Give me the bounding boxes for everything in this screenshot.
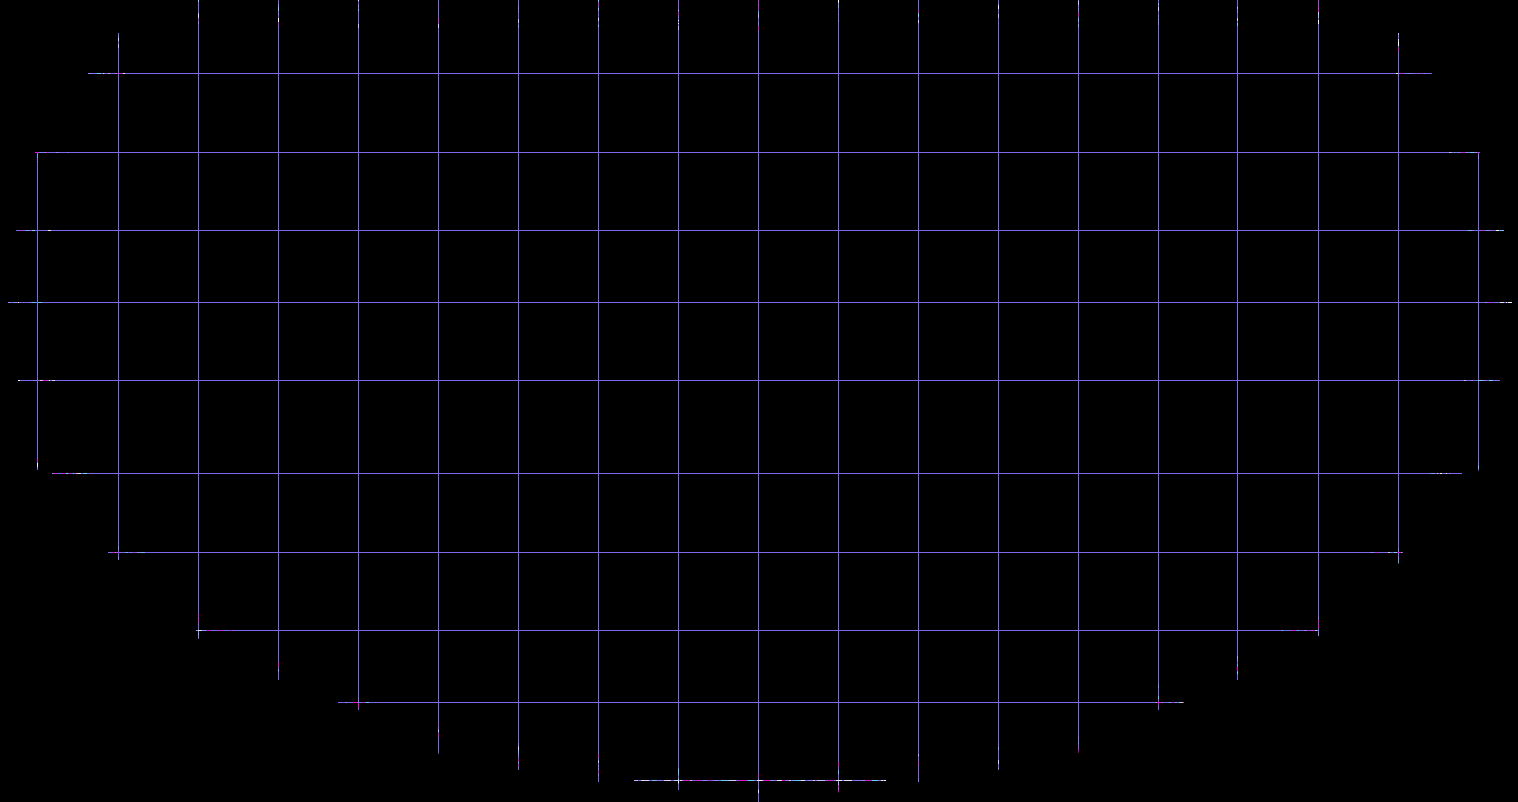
vertical-lines-group — [37, 0, 1479, 802]
endpoint-artifacts-group — [8, 0, 1512, 793]
horizontal-lines-group — [8, 73, 1512, 781]
